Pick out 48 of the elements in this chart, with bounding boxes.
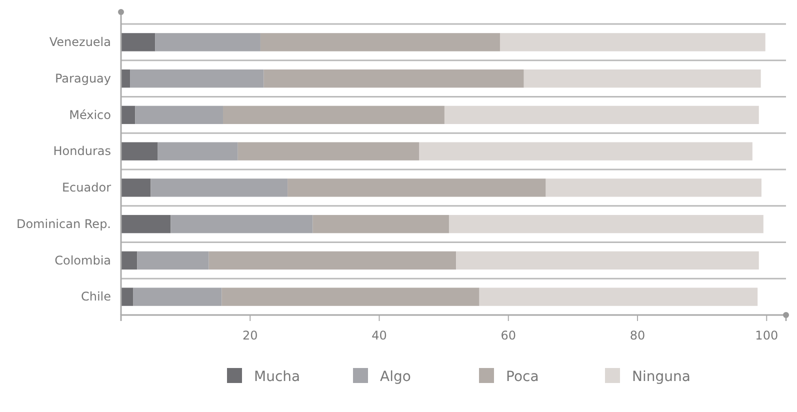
bar	[135, 106, 224, 124]
y-tick-label: Honduras	[53, 144, 111, 158]
bar	[223, 106, 444, 124]
bar	[222, 288, 480, 306]
bar	[155, 33, 260, 52]
bar	[121, 33, 156, 52]
bar	[238, 142, 420, 160]
bar	[133, 288, 222, 306]
x-tick-label: 60	[500, 328, 516, 343]
bar	[500, 33, 766, 52]
bar	[130, 69, 264, 88]
legend-label: Poca	[506, 369, 539, 385]
y-tick-label: Venezuela	[49, 35, 111, 50]
bar	[158, 142, 238, 160]
bar	[121, 251, 138, 270]
bar	[121, 288, 134, 306]
bar	[444, 106, 759, 124]
y-tick-label: Dominican Rep.	[16, 216, 111, 231]
bar	[312, 214, 449, 234]
x-tick-label: 80	[630, 328, 646, 343]
bar	[121, 178, 151, 197]
x-tick-label: 40	[372, 328, 387, 343]
y-tick-label: Chile	[80, 290, 111, 304]
bar	[121, 214, 171, 234]
bar	[448, 214, 764, 234]
bar	[121, 142, 158, 160]
bar	[260, 33, 500, 52]
x-tick-label: 100	[755, 328, 778, 343]
legend-label: Ninguna	[632, 369, 690, 385]
bar	[524, 69, 761, 88]
bar	[137, 251, 209, 270]
bar	[419, 142, 752, 160]
y-tick-label: Ecuador	[62, 180, 112, 195]
y-tick-label: México	[69, 108, 111, 122]
bar	[288, 178, 546, 197]
bar	[121, 106, 136, 124]
bar	[546, 178, 762, 197]
bar	[264, 69, 524, 88]
legend-label: Algo	[380, 369, 411, 385]
x-tick-label: 20	[242, 328, 258, 343]
bar	[208, 251, 456, 270]
bar	[456, 251, 759, 270]
bar	[150, 178, 288, 197]
bar	[479, 288, 758, 306]
legend-label: Mucha	[254, 369, 300, 385]
y-tick-label: Paraguay	[54, 71, 111, 86]
bar	[170, 214, 313, 234]
y-tick-label: Colombia	[54, 253, 111, 268]
